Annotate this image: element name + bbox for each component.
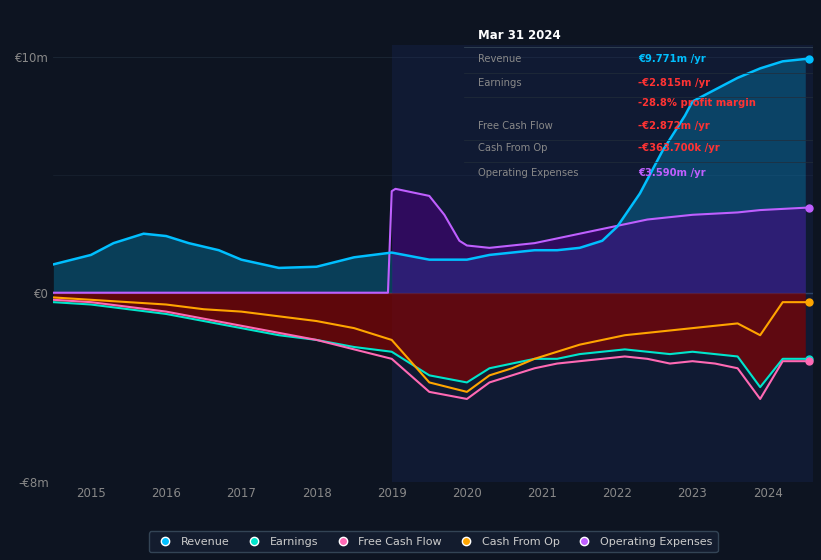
Text: -28.8% profit margin: -28.8% profit margin	[639, 97, 756, 108]
Point	[802, 203, 815, 212]
Text: Cash From Op: Cash From Op	[478, 143, 548, 153]
Text: -€363.700k /yr: -€363.700k /yr	[639, 143, 720, 153]
Point	[802, 357, 815, 366]
Point	[802, 354, 815, 363]
Text: Earnings: Earnings	[478, 78, 521, 88]
Bar	[392, 45, 813, 482]
Text: Operating Expenses: Operating Expenses	[478, 168, 578, 178]
Point	[802, 54, 815, 63]
Legend: Revenue, Earnings, Free Cash Flow, Cash From Op, Operating Expenses: Revenue, Earnings, Free Cash Flow, Cash …	[149, 531, 718, 553]
Text: -€2.872m /yr: -€2.872m /yr	[639, 120, 710, 130]
Text: Free Cash Flow: Free Cash Flow	[478, 120, 553, 130]
Text: Revenue: Revenue	[478, 54, 521, 64]
Text: €9.771m /yr: €9.771m /yr	[639, 54, 706, 64]
Text: Mar 31 2024: Mar 31 2024	[478, 29, 561, 42]
Point	[802, 298, 815, 307]
Text: €3.590m /yr: €3.590m /yr	[639, 168, 706, 178]
Text: -€2.815m /yr: -€2.815m /yr	[639, 78, 710, 88]
